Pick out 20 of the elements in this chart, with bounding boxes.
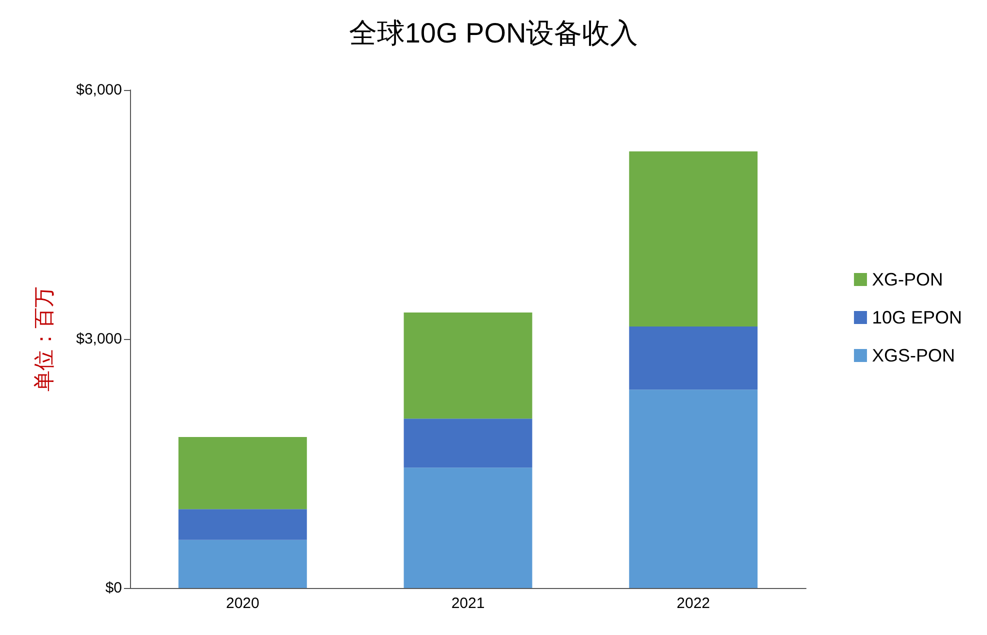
bar: [629, 151, 758, 327]
bar: [178, 436, 307, 510]
bar: [629, 326, 758, 390]
legend-label: XGS-PON: [872, 346, 955, 366]
y-tick-label: $6,000: [76, 82, 122, 98]
y-tick-label: $0: [105, 580, 122, 596]
bar: [178, 540, 307, 588]
bar: [629, 390, 758, 588]
x-tick-label: 2022: [676, 595, 710, 612]
x-tick-label: 2020: [226, 595, 260, 612]
bar: [178, 509, 307, 540]
legend-label: XG-PON: [872, 270, 943, 290]
chart-title: 全球10G PON设备收入: [348, 18, 638, 48]
y-tick-label: $3,000: [76, 330, 122, 348]
x-tick-label: 2021: [451, 595, 485, 612]
y-axis-title: 单位：百万: [33, 286, 56, 392]
bar: [404, 312, 532, 419]
bar: [404, 418, 532, 468]
legend-label: 10G EPON: [872, 308, 962, 328]
bar: [404, 468, 532, 588]
